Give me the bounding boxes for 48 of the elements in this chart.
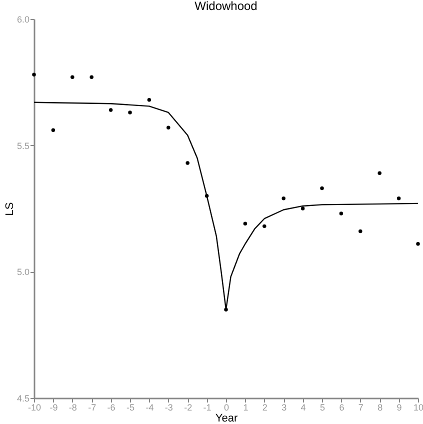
y-tick-label: 5.5	[16, 140, 30, 151]
point	[186, 161, 190, 165]
x-tick-label: 10	[413, 402, 423, 412]
x-tick-label: 3	[282, 402, 287, 412]
point	[262, 224, 266, 228]
x-tick-label: 9	[396, 402, 402, 412]
point	[70, 75, 74, 79]
point	[396, 196, 401, 200]
x-tick-label: -6	[107, 402, 116, 412]
point	[166, 126, 170, 130]
x-tick-label: 1	[243, 402, 248, 412]
point	[32, 72, 36, 76]
x-tick-label: -4	[146, 402, 154, 412]
x-tick-label: -10	[28, 402, 42, 412]
point	[108, 108, 113, 112]
point	[320, 186, 324, 190]
x-tick-label: 0	[224, 402, 230, 412]
x-tick-label: 8	[378, 402, 383, 412]
point	[282, 196, 286, 200]
x-tick-label: -3	[164, 402, 173, 412]
x-tick-label: -9	[50, 402, 58, 412]
point	[300, 206, 305, 210]
y-tick-label: 4.5	[16, 394, 30, 404]
point	[51, 128, 56, 132]
x-tick-label: 4	[300, 402, 306, 412]
point	[339, 212, 344, 216]
x-tick-label: -2	[184, 402, 192, 412]
x-tick-label: -5	[126, 402, 135, 412]
x-tick-label: -1	[203, 402, 212, 412]
point	[378, 171, 382, 175]
point	[90, 75, 94, 79]
x-tick-label: -7	[88, 402, 96, 412]
point	[243, 222, 248, 226]
point	[128, 110, 132, 114]
point	[147, 98, 152, 102]
y-axis-title: LS	[4, 202, 16, 216]
x-tick-label: 6	[339, 402, 344, 412]
x-tick-label: 2	[262, 402, 268, 412]
y-tick-label: 5.0	[16, 267, 30, 278]
point	[416, 242, 420, 246]
x-tick-label: -8	[68, 402, 77, 412]
x-tick-label: 7	[358, 402, 364, 412]
line-series	[33, 102, 419, 310]
point	[358, 229, 362, 234]
y-tick-label: 6.0	[16, 14, 30, 24]
x-axis-title: Year	[215, 412, 238, 424]
x-tick-label: 5	[320, 402, 326, 412]
chart-title: Widowhood	[194, 0, 258, 13]
